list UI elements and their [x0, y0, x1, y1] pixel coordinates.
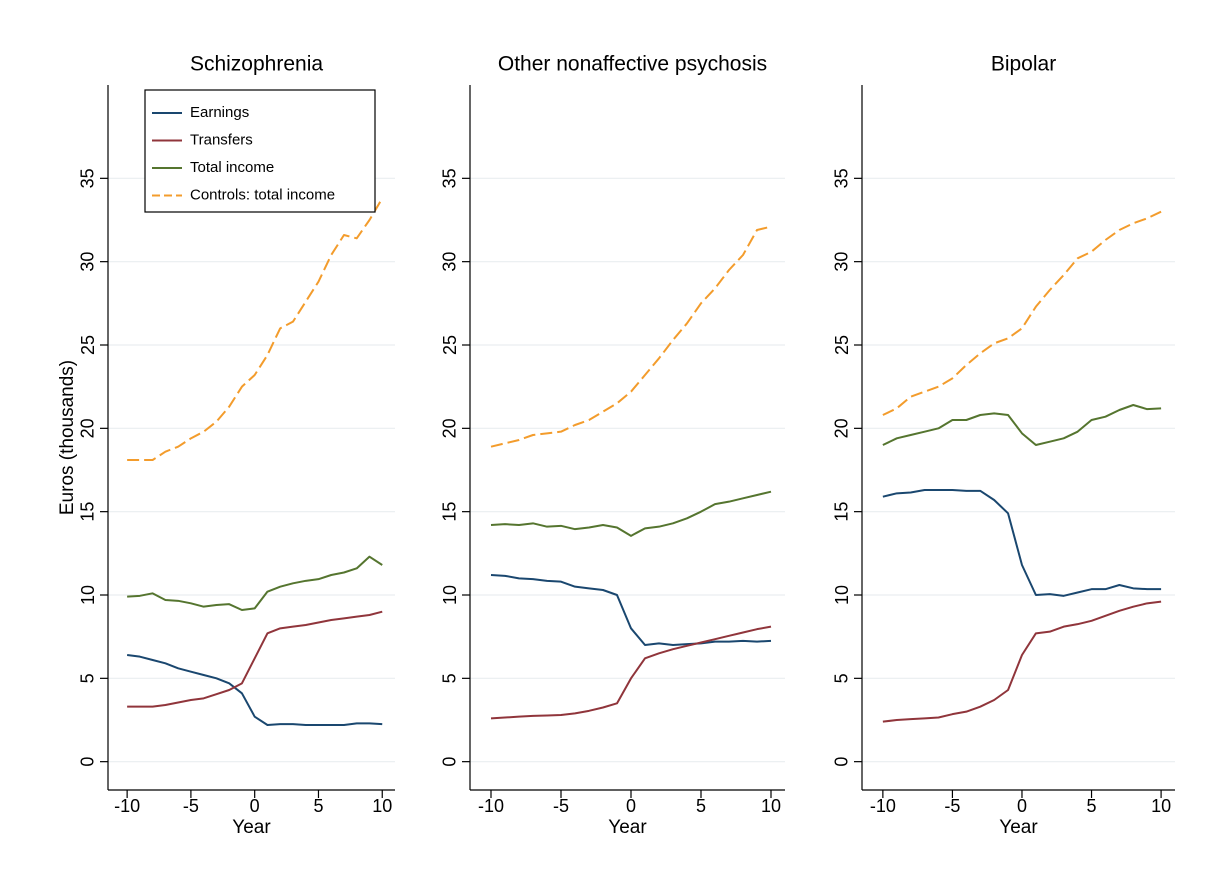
y-tick-label: 15: [832, 502, 852, 522]
y-tick-label: 10: [78, 585, 98, 605]
y-tick-label: 5: [78, 673, 98, 683]
series-line: [490, 574, 772, 646]
panel: Bipolar 0 5 10 15 20 25 30 35 -10 -5 0 5 10 Year: [832, 53, 1175, 838]
y-tick-label: 20: [78, 418, 98, 438]
panel-title: Other nonaffective psychosis: [498, 53, 767, 76]
series-line: [127, 610, 383, 708]
y-tick-label: 0: [440, 757, 460, 767]
x-tick-label: 10: [761, 796, 781, 816]
panel: Other nonaffective psychosis 0 5 10 15 20 25 30…: [440, 53, 785, 838]
series-line: [127, 654, 383, 726]
x-tick-label: 10: [1151, 796, 1171, 816]
y-tick-label: 30: [832, 252, 852, 272]
y-tick-label: 15: [440, 502, 460, 522]
x-tick-label: -10: [478, 796, 504, 816]
x-tick-label: -10: [870, 796, 896, 816]
x-tick-label: -5: [553, 796, 569, 816]
series-line: [127, 555, 383, 611]
y-tick-label: 25: [832, 335, 852, 355]
y-axis-label: Euros (thousands): [57, 360, 78, 515]
y-tick-label: 5: [832, 673, 852, 683]
x-axis-label: Year: [608, 817, 647, 838]
series-line: [882, 489, 1162, 597]
legend: Earnings Transfers Total income Controls: t…: [144, 89, 376, 213]
y-tick-label: 35: [78, 168, 98, 188]
x-tick-label: 0: [626, 796, 636, 816]
y-tick-label: 35: [440, 168, 460, 188]
series-line: [882, 210, 1162, 416]
legend-label: Earnings: [190, 104, 249, 121]
y-tick-label: 15: [78, 502, 98, 522]
x-tick-label: 5: [696, 796, 706, 816]
y-tick-label: 0: [832, 757, 852, 767]
y-tick-label: 25: [440, 335, 460, 355]
y-tick-label: 10: [832, 585, 852, 605]
y-tick-label: 25: [78, 335, 98, 355]
series-line: [490, 490, 772, 537]
series-line: [490, 225, 772, 448]
series-line: [882, 404, 1162, 446]
y-tick-label: 0: [78, 757, 98, 767]
y-tick-label: 20: [440, 418, 460, 438]
y-tick-label: 30: [78, 252, 98, 272]
panel: Schizophrenia 0 5 10 15 20 25 30 35 -10 -5 0 5 10 Year…: [57, 53, 395, 838]
x-tick-label: -5: [944, 796, 960, 816]
series-line: [127, 197, 384, 461]
panel-title: Bipolar: [991, 53, 1056, 76]
y-tick-label: 20: [832, 418, 852, 438]
x-tick-label: -5: [183, 796, 199, 816]
legend-label: Controls: total income: [190, 186, 335, 203]
x-axis-label: Year: [999, 817, 1038, 838]
x-tick-label: 10: [372, 796, 392, 816]
y-tick-label: 35: [832, 168, 852, 188]
series-line: [490, 625, 772, 720]
series-line: [882, 600, 1162, 723]
x-tick-label: 0: [250, 796, 260, 816]
x-tick-label: -10: [114, 796, 140, 816]
y-tick-label: 5: [440, 673, 460, 683]
x-tick-label: 0: [1017, 796, 1027, 816]
legend-label: Total income: [190, 159, 274, 176]
x-tick-label: 5: [1087, 796, 1097, 816]
x-axis-label: Year: [232, 817, 271, 838]
x-tick-label: 5: [313, 796, 323, 816]
legend-box: [144, 89, 376, 213]
legend-label: Transfers: [190, 131, 253, 148]
y-tick-label: 30: [440, 252, 460, 272]
panel-title: Schizophrenia: [190, 53, 323, 76]
y-tick-label: 10: [440, 585, 460, 605]
